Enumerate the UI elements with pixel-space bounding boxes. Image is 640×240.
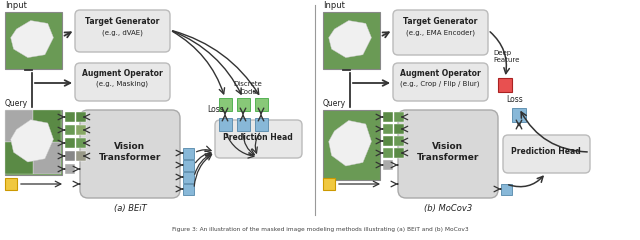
FancyBboxPatch shape — [393, 63, 488, 101]
FancyBboxPatch shape — [80, 110, 180, 198]
FancyBboxPatch shape — [219, 98, 232, 111]
FancyBboxPatch shape — [394, 136, 404, 146]
Text: Target Generator: Target Generator — [85, 18, 159, 26]
Text: Input: Input — [5, 1, 27, 10]
FancyBboxPatch shape — [33, 142, 61, 174]
FancyBboxPatch shape — [237, 118, 250, 131]
FancyBboxPatch shape — [394, 124, 404, 134]
FancyBboxPatch shape — [183, 160, 194, 171]
Text: (e.g., EMA Encoder): (e.g., EMA Encoder) — [406, 30, 474, 36]
FancyBboxPatch shape — [75, 63, 170, 101]
FancyBboxPatch shape — [323, 110, 380, 180]
Polygon shape — [11, 120, 54, 162]
Text: Loss: Loss — [506, 96, 523, 104]
FancyBboxPatch shape — [183, 184, 194, 195]
FancyBboxPatch shape — [5, 110, 33, 142]
Text: Query: Query — [5, 99, 28, 108]
Text: Target Generator: Target Generator — [403, 18, 477, 26]
Text: Vision
Transformer: Vision Transformer — [99, 142, 161, 162]
FancyBboxPatch shape — [183, 148, 194, 159]
FancyBboxPatch shape — [65, 151, 75, 161]
Text: Figure 3: An illustration of the masked image modeling methods illustrating (a) : Figure 3: An illustration of the masked … — [172, 228, 468, 233]
Text: (b) MoCov3: (b) MoCov3 — [424, 204, 472, 212]
FancyBboxPatch shape — [65, 125, 75, 135]
Text: Augment Operator: Augment Operator — [399, 70, 481, 78]
FancyBboxPatch shape — [5, 110, 62, 175]
Text: (a) BEiT: (a) BEiT — [114, 204, 147, 212]
FancyBboxPatch shape — [383, 148, 393, 158]
Text: Prediction Head: Prediction Head — [511, 148, 581, 156]
FancyBboxPatch shape — [383, 160, 393, 170]
FancyBboxPatch shape — [383, 112, 393, 122]
Text: Prediction Head: Prediction Head — [223, 133, 293, 143]
Text: (e.g., Crop / Flip / Blur): (e.g., Crop / Flip / Blur) — [400, 81, 480, 87]
Text: Discrete
Code: Discrete Code — [234, 82, 262, 95]
Text: Loss: Loss — [207, 106, 224, 114]
FancyBboxPatch shape — [255, 118, 268, 131]
FancyBboxPatch shape — [76, 125, 86, 135]
FancyBboxPatch shape — [323, 12, 380, 69]
FancyBboxPatch shape — [501, 184, 512, 195]
FancyBboxPatch shape — [75, 10, 170, 52]
FancyBboxPatch shape — [215, 120, 302, 158]
FancyBboxPatch shape — [33, 110, 61, 142]
Text: (e.g., dVAE): (e.g., dVAE) — [102, 30, 143, 36]
Text: (e.g., Masking): (e.g., Masking) — [96, 81, 148, 87]
FancyBboxPatch shape — [394, 112, 404, 122]
FancyBboxPatch shape — [65, 112, 75, 122]
FancyBboxPatch shape — [5, 178, 17, 190]
FancyBboxPatch shape — [76, 151, 86, 161]
FancyBboxPatch shape — [503, 135, 590, 173]
Polygon shape — [11, 21, 54, 58]
FancyBboxPatch shape — [383, 136, 393, 146]
FancyBboxPatch shape — [394, 148, 404, 158]
Polygon shape — [329, 21, 371, 58]
FancyBboxPatch shape — [76, 138, 86, 148]
Polygon shape — [329, 120, 371, 166]
FancyBboxPatch shape — [255, 98, 268, 111]
FancyBboxPatch shape — [5, 12, 62, 69]
FancyBboxPatch shape — [65, 164, 75, 174]
FancyBboxPatch shape — [65, 138, 75, 148]
FancyBboxPatch shape — [219, 118, 232, 131]
Text: Query: Query — [323, 99, 346, 108]
FancyBboxPatch shape — [323, 178, 335, 190]
Text: Vision
Transformer: Vision Transformer — [417, 142, 479, 162]
FancyBboxPatch shape — [237, 98, 250, 111]
FancyBboxPatch shape — [398, 110, 498, 198]
FancyBboxPatch shape — [383, 124, 393, 134]
FancyBboxPatch shape — [498, 78, 512, 92]
FancyBboxPatch shape — [76, 112, 86, 122]
FancyBboxPatch shape — [512, 108, 526, 122]
FancyBboxPatch shape — [393, 10, 488, 55]
Text: Deep
Feature: Deep Feature — [493, 50, 520, 64]
FancyBboxPatch shape — [5, 142, 33, 174]
Text: Input: Input — [323, 1, 345, 10]
FancyBboxPatch shape — [183, 172, 194, 183]
Text: Augment Operator: Augment Operator — [82, 70, 163, 78]
